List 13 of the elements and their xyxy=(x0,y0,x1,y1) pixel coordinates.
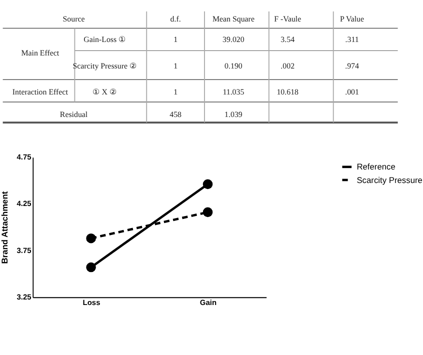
point xyxy=(202,179,213,190)
y-axis-title: Brand Attachment xyxy=(0,191,10,264)
point xyxy=(202,207,213,218)
legend-label: Reference xyxy=(356,162,396,172)
y-tick-label: 4.75 xyxy=(16,152,32,162)
y-tick-label: 4.25 xyxy=(16,199,32,208)
x-tick-label: Gain xyxy=(200,298,217,308)
x-tick-label: Loss xyxy=(82,298,100,308)
legend-label: Scarcity Pressure xyxy=(356,174,423,185)
y-tick-label: 3.25 xyxy=(16,292,32,302)
point xyxy=(86,262,96,272)
y-tick-label: 3.75 xyxy=(16,246,32,255)
point xyxy=(86,233,96,244)
